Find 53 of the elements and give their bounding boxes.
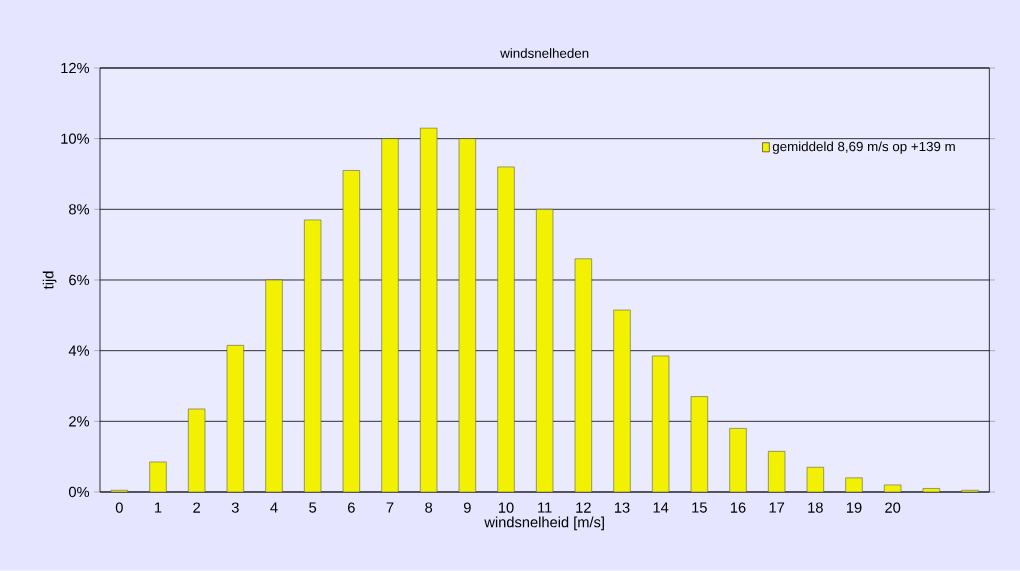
x-tick-label: 4 xyxy=(270,502,278,513)
y-tick-label: 4% xyxy=(68,345,90,356)
bar xyxy=(265,279,283,493)
y-tick-label: 10% xyxy=(61,133,90,145)
x-tick-label: 1 xyxy=(155,502,162,513)
bar xyxy=(574,258,592,493)
bar xyxy=(613,309,631,493)
x-tick-label: 0 xyxy=(115,502,123,513)
bar xyxy=(420,127,438,493)
x-axis-title: windsnelheid [m/s] xyxy=(484,516,604,531)
x-tick-label: 17 xyxy=(769,502,785,513)
x-tick-label: 2 xyxy=(193,502,201,513)
y-axis-title: tijd xyxy=(42,271,57,290)
x-tick-label: 15 xyxy=(692,502,707,513)
bar xyxy=(536,209,554,493)
bar xyxy=(226,345,244,493)
y-tick-label: 12% xyxy=(61,63,90,74)
x-tick-label: 11 xyxy=(538,502,552,513)
bar xyxy=(497,166,515,493)
x-tick-label: 16 xyxy=(730,502,746,513)
x-tick-label: 20 xyxy=(885,502,901,513)
x-tick-label: 3 xyxy=(231,502,239,513)
bar xyxy=(729,428,747,493)
x-tick-label: 14 xyxy=(653,502,669,513)
bar xyxy=(458,138,476,493)
x-tick-label: 12 xyxy=(576,502,591,513)
x-tick-label: 8 xyxy=(425,502,433,513)
bar xyxy=(149,461,167,493)
bar xyxy=(652,355,670,493)
bar xyxy=(845,477,863,493)
x-tick-label: 6 xyxy=(348,502,355,513)
bar xyxy=(304,219,322,493)
legend-label: gemiddeld 8,69 m/s op +139 m xyxy=(772,141,955,155)
x-tick-label: 9 xyxy=(463,502,471,513)
x-tick-label: 10 xyxy=(498,502,514,513)
x-tick-label: 7 xyxy=(386,502,394,513)
bar xyxy=(690,396,708,493)
bar xyxy=(806,467,824,493)
bar xyxy=(768,451,786,493)
bar xyxy=(188,408,206,493)
x-tick-label: 13 xyxy=(614,502,630,513)
y-tick-label: 0% xyxy=(68,486,90,498)
y-tick-label: 2% xyxy=(69,416,90,427)
chart-title: windsnelheden xyxy=(500,48,589,59)
x-tick-label: 18 xyxy=(808,502,823,513)
bar xyxy=(884,484,902,493)
y-tick-label: 6% xyxy=(69,274,90,286)
bar xyxy=(922,488,940,493)
bar xyxy=(381,138,399,493)
x-tick-label: 5 xyxy=(309,502,317,513)
bar xyxy=(342,170,360,493)
x-tick-label: 19 xyxy=(846,502,862,513)
y-tick-label: 8% xyxy=(69,204,90,215)
